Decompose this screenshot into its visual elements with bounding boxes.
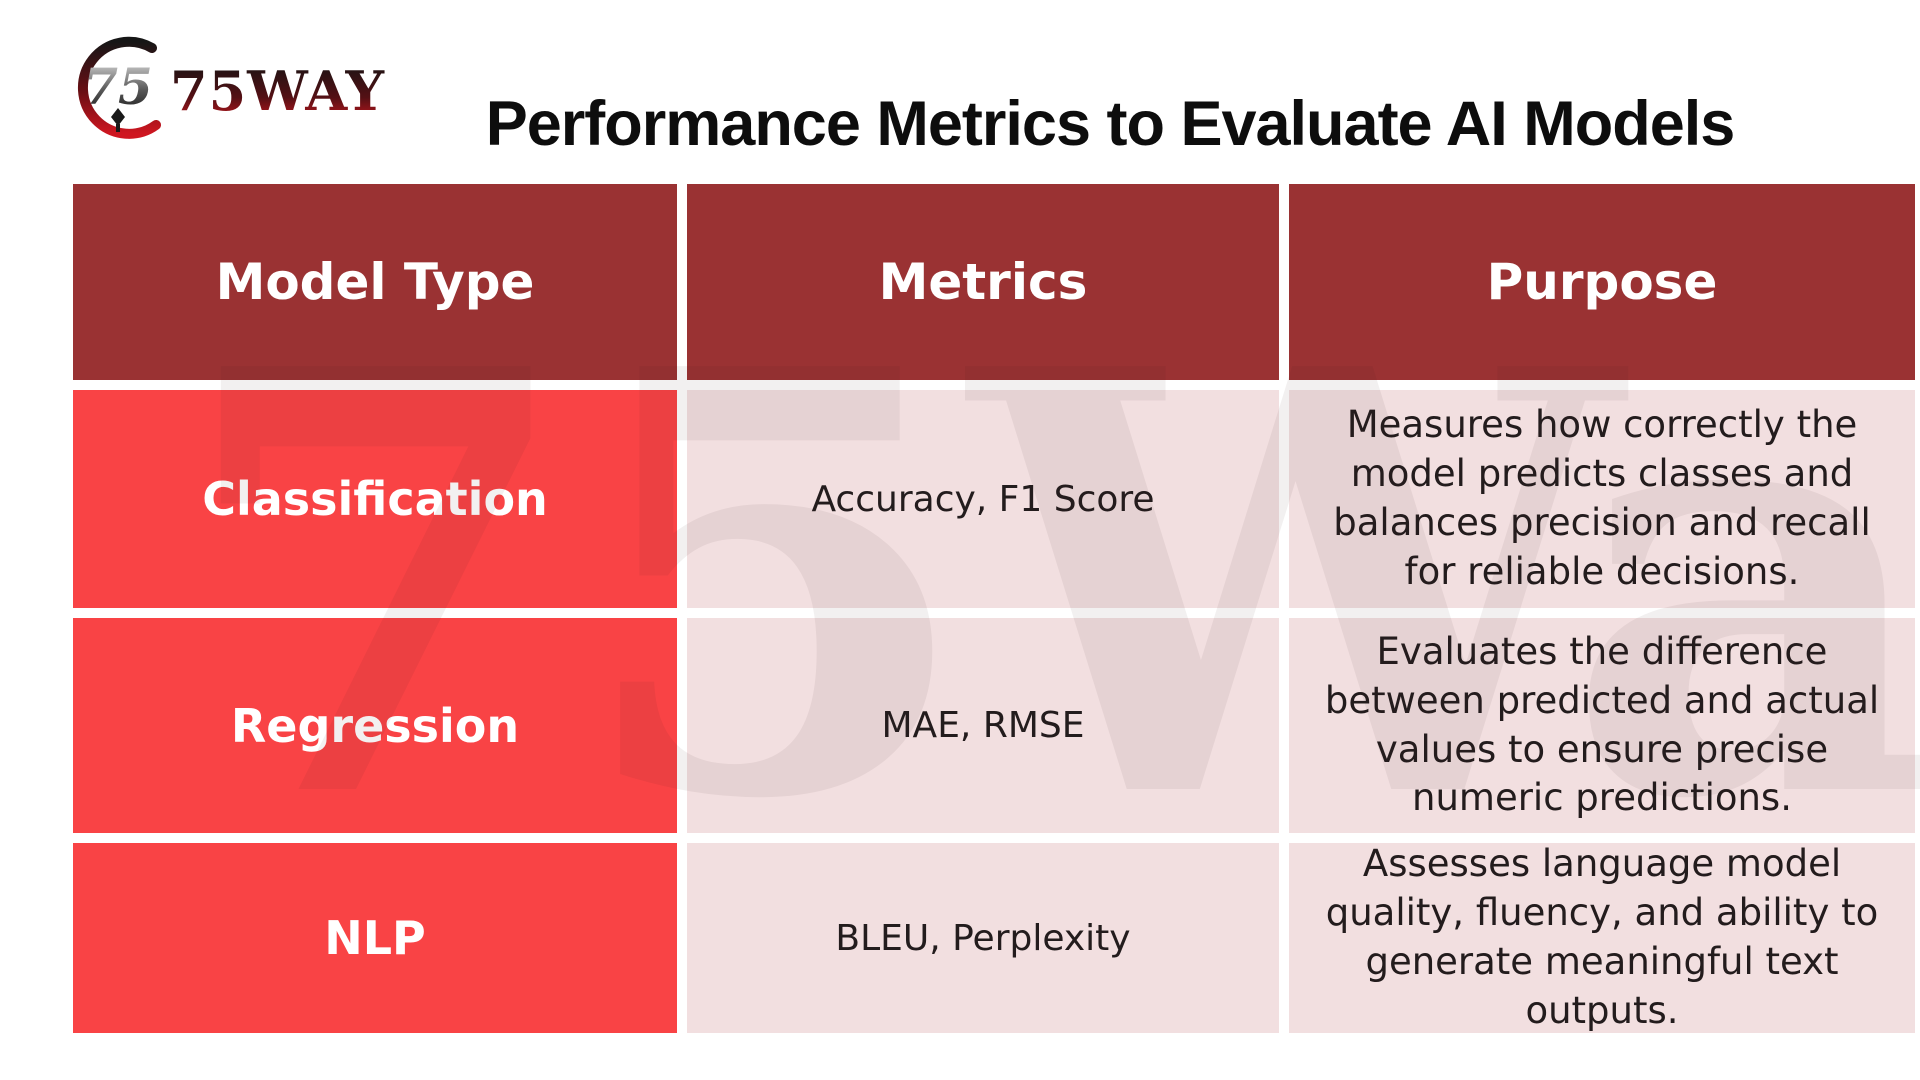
table-row-3-purpose: Assesses language model quality, fluency… [1289,842,1915,1033]
logo-circle-icon [77,36,161,139]
logo-wordmark: 75WAY [170,59,386,123]
table-row-1-purpose: Measures how correctly the model predict… [1289,390,1915,608]
table-row-2-purpose: Evaluates the difference between predict… [1289,618,1915,833]
table-row-1-metrics: Accuracy, F1 Score [687,390,1279,608]
logo-pendant-icon [111,108,125,132]
table-row-1-model-type: Classification [73,390,677,608]
metrics-table: Model Type Metrics Purpose Classificatio… [73,184,1915,1033]
table-row-3-metrics: BLEU, Perplexity [687,843,1279,1033]
table-row-2-model-type: Regression [73,618,677,833]
page-title: Performance Metrics to Evaluate AI Model… [485,89,1736,160]
column-header-purpose: Purpose [1289,184,1915,380]
table-row-2-metrics: MAE, RMSE [687,618,1279,833]
column-header-model-type: Model Type [73,184,677,380]
column-header-metrics: Metrics [687,184,1279,380]
table-row-3-model-type: NLP [73,843,677,1033]
logo-graphic: 75 75WAY [77,36,386,139]
logo-monogram: 75 [83,57,153,116]
company-logo: 75 75WAY [66,28,416,146]
